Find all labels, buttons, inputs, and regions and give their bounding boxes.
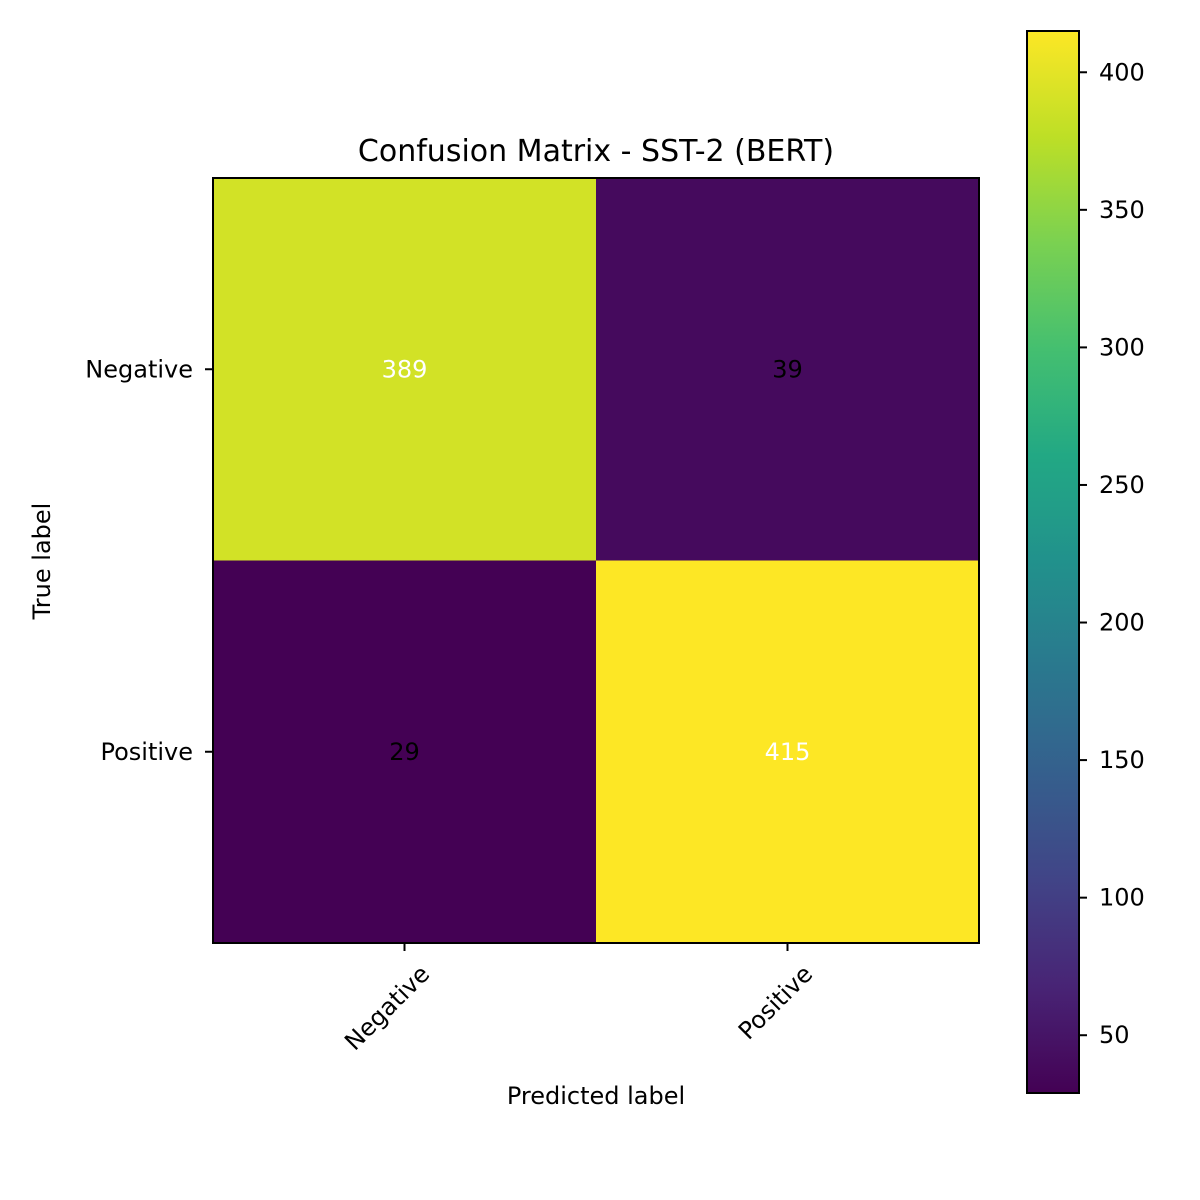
y-axis-ticks: Negative Positive xyxy=(85,355,213,766)
x-tick-label: Negative xyxy=(339,960,435,1056)
x-tick-label: Positive xyxy=(733,960,818,1045)
heatmap-cell xyxy=(213,178,597,561)
colorbar-tick-label: 150 xyxy=(1099,746,1145,774)
colorbar-ticks: 50 100 150 200 250 300 350 400 xyxy=(1079,58,1145,1049)
y-tick-label: Negative xyxy=(85,355,193,383)
heatmap-cell xyxy=(596,560,980,944)
cell-value-label: 39 xyxy=(772,355,803,383)
colorbar-tick-label: 100 xyxy=(1099,884,1145,912)
heatmap-cells xyxy=(213,178,980,944)
x-axis-ticks: Negative Positive xyxy=(339,943,818,1056)
colorbar-tick-label: 400 xyxy=(1099,58,1145,86)
y-axis-label: True label xyxy=(28,503,56,621)
heatmap-cell-labels: 389 39 29 415 xyxy=(382,355,811,766)
colorbar-tick-label: 250 xyxy=(1099,471,1145,499)
colorbar-frame xyxy=(1026,30,1080,1094)
cell-value-label: 29 xyxy=(389,738,420,766)
cell-value-label: 415 xyxy=(765,738,811,766)
y-tick-label: Positive xyxy=(100,738,193,766)
chart-title: Confusion Matrix - SST-2 (BERT) xyxy=(358,134,834,169)
plot-frame xyxy=(212,177,980,944)
x-axis-label: Predicted label xyxy=(507,1082,685,1110)
colorbar-tick-label: 300 xyxy=(1099,333,1145,361)
cell-value-label: 389 xyxy=(382,355,428,383)
colorbar-tick-label: 350 xyxy=(1099,196,1145,224)
heatmap-cell xyxy=(213,560,597,944)
colorbar-tick-label: 50 xyxy=(1099,1021,1130,1049)
heatmap-cell xyxy=(596,178,980,561)
colorbar-tick-label: 200 xyxy=(1099,609,1145,637)
colorbar xyxy=(1027,31,1079,1093)
